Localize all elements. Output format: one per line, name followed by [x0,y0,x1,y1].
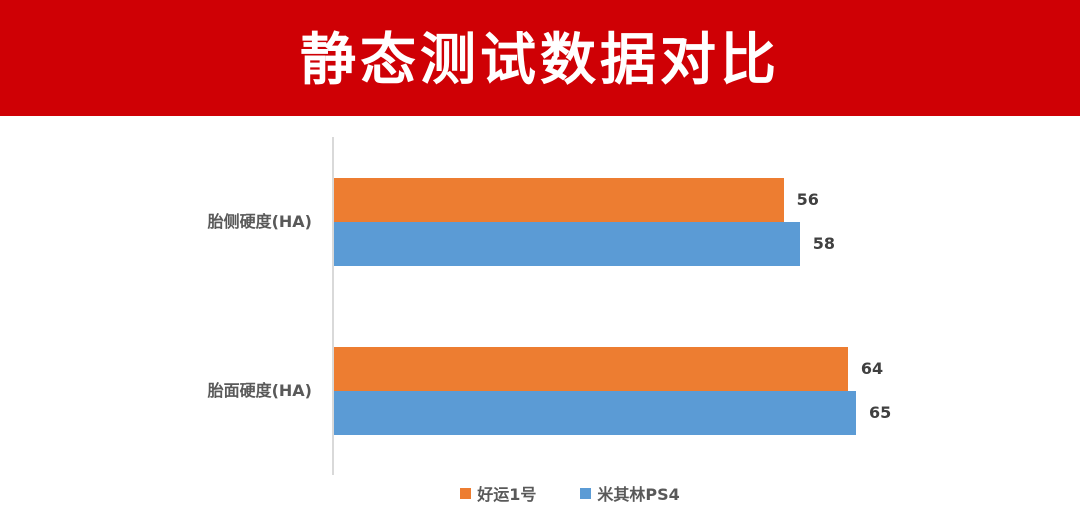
legend: 好运1号 米其林PS4 [30,481,1080,505]
legend-swatch-orange-icon [460,487,472,499]
legend-item-michelin[interactable]: 米其林PS4 [580,481,680,505]
category-axis [332,137,334,475]
category-label-sidewall: 胎侧硬度(HA) [207,212,312,231]
data-label: 58 [812,234,835,253]
data-label: 64 [860,359,884,378]
data-label: 65 [868,403,892,422]
legend-label: 好运1号 [477,485,537,504]
bar-haoyun-sidewall [334,178,784,222]
bar-haoyun-tread [334,347,848,391]
bar-michelin-sidewall [334,222,800,266]
legend-label: 米其林PS4 [597,485,680,504]
category-label-tread: 胎面硬度(HA) [207,381,312,400]
bar-michelin-tread [334,391,856,435]
legend-swatch-blue-icon [580,487,592,499]
legend-item-haoyun[interactable]: 好运1号 [460,481,536,505]
data-label: 56 [796,190,819,209]
chart-title: 静态测试数据对比 [300,27,780,93]
header-banner: 静态测试数据对比 [0,0,1080,116]
